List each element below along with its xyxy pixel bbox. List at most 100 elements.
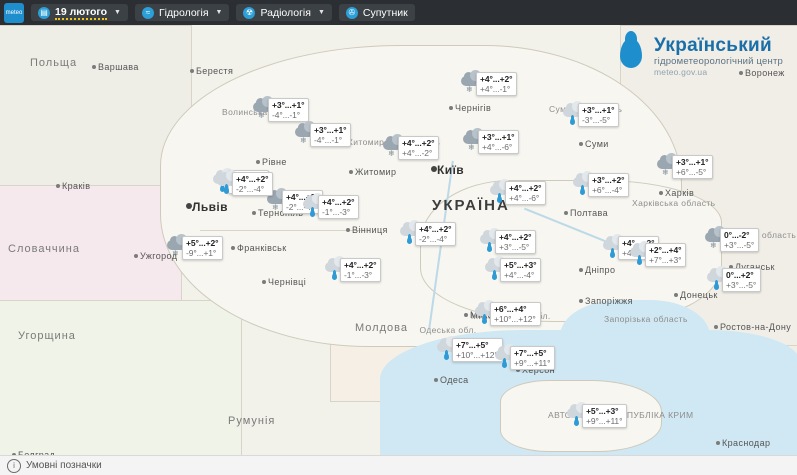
city-dot <box>186 203 192 209</box>
menu-label-radiology: Радіологія <box>260 6 311 19</box>
city-dot <box>714 325 718 329</box>
city-label: Краків <box>62 181 91 191</box>
forecast-callout[interactable]: +2°...+4° +7°...+3° <box>630 241 687 267</box>
meteo-logo[interactable]: meteo <box>4 2 24 23</box>
snow-cloud-icon: ❄ <box>461 70 483 94</box>
city-label: Луганськ <box>735 262 775 272</box>
country-label: Польща <box>30 57 78 69</box>
city-label: Берестя <box>196 66 234 76</box>
forecast-callout[interactable]: +5°...+3° +4°...-4° <box>485 256 542 282</box>
forecast-callout[interactable]: ❄ +3°...+1° +6°...-5° <box>657 153 714 179</box>
city-label: Херсон <box>522 365 555 375</box>
rain-cloud-icon <box>475 300 497 324</box>
forecast-callout[interactable]: +7°...+5° +10°...+12° <box>437 336 503 362</box>
forecast-callout[interactable]: ❄ +3°...+1° -4°...-1° <box>253 96 310 122</box>
forecast-day-temp: +5°...+3° <box>504 260 537 270</box>
forecast-box: +3°...+1° +6°...-5° <box>672 155 714 179</box>
city-dot <box>579 142 583 146</box>
forecast-callout[interactable]: ❄ +3°...+1° -4°...-1° <box>295 121 352 147</box>
forecast-box: +3°...+1° -4°...-1° <box>310 123 352 147</box>
forecast-box: +4°...+2° +4°...-2° <box>398 136 440 160</box>
forecast-callout[interactable]: +4°...+2°-2°...-4° <box>217 170 274 196</box>
forecast-day-temp: +3°...+1° <box>582 105 615 115</box>
forecast-callout[interactable]: +4°...+2° -1°...-3° <box>325 256 382 282</box>
forecast-night-temp: +9°...+11° <box>514 358 551 368</box>
forecast-day-temp: +5°...+3° <box>586 406 619 416</box>
city-label: Тернопіль <box>258 208 304 218</box>
forecast-box: +6°...+4° +10°...+12° <box>490 302 541 326</box>
city-label: Харків <box>665 188 695 198</box>
forecast-night-temp: +4°...-1° <box>480 84 511 94</box>
forecast-day-temp: +4°...+2° <box>419 224 452 234</box>
city-dot <box>516 368 520 372</box>
city-label: Вінниця <box>352 225 388 235</box>
forecast-day-temp: +7°...+5° <box>514 348 547 358</box>
date-selector[interactable]: ▤ 19 лютого ▼ <box>31 4 128 21</box>
city-label: Франківськ <box>237 243 287 253</box>
forecast-callout[interactable]: ❄ +5°...+2° -9°...+1° <box>167 234 224 260</box>
forecast-callout[interactable]: +3°...+1° -3°...-5° <box>563 101 620 127</box>
city-dot <box>716 441 720 445</box>
menu-item-hydrology[interactable]: ≈ Гідрологія ▼ <box>134 4 230 21</box>
city-label: Донецьк <box>680 290 718 300</box>
forecast-day-temp: +6°...+4° <box>494 304 527 314</box>
forecast-callout[interactable]: +4°...+2°-2°...-4° <box>400 220 457 246</box>
menu-item-radiology[interactable]: ☢ Радіологія ▼ <box>236 4 332 21</box>
legend-label: Умовні позначки <box>26 460 102 471</box>
forecast-callout[interactable]: +7°...+5° +9°...+11° <box>495 344 556 370</box>
city-label: Ростов-на-Дону <box>720 322 792 332</box>
city-label: Краснодар <box>722 438 771 448</box>
snow-cloud-icon: ❄ <box>463 128 485 152</box>
forecast-night-temp: -3°...-5° <box>582 115 611 125</box>
forecast-box: +7°...+5° +9°...+11° <box>510 346 556 370</box>
forecast-box: +3°...+1° -3°...-5° <box>578 103 620 127</box>
forecast-night-temp: +4°...-6° <box>482 142 513 152</box>
snow-cloud-icon: ❄ <box>295 121 317 145</box>
forecast-day-temp: +4°...+2° <box>402 138 435 148</box>
city-dot <box>190 69 194 73</box>
forecast-night-temp: +7°...+3° <box>649 255 682 265</box>
rain-cloud-icon <box>567 402 589 426</box>
forecast-callout[interactable]: +4°...+2° +3°...-5° <box>480 228 537 254</box>
forecast-day-temp: +7°...+5° <box>456 340 489 350</box>
forecast-night-temp: -4°...-1° <box>272 110 301 120</box>
rain-cloud-icon <box>217 170 239 194</box>
forecast-callout[interactable]: +4°...+2°+4°...-6° <box>490 179 547 205</box>
city-dot <box>431 166 437 172</box>
forecast-callout[interactable]: +4°...+2° -1°...-3° <box>303 193 360 219</box>
city-dot <box>674 293 678 297</box>
top-toolbar: meteo ▤ 19 лютого ▼ ≈ Гідрологія ▼ ☢ Рад… <box>0 0 797 25</box>
rain-cloud-icon <box>707 266 729 290</box>
forecast-callout[interactable]: ❄ 0°...-2° +3°...-5° <box>705 226 760 252</box>
city-label: Варшава <box>98 62 139 72</box>
chevron-down-icon: ▼ <box>215 9 223 16</box>
forecast-callout[interactable]: ❄ +4°...+2° +4°...-2° <box>383 134 440 160</box>
rain-cloud-icon <box>630 241 652 265</box>
forecast-night-temp: +4°...-2° <box>402 148 433 158</box>
rain-cloud-icon <box>437 336 459 360</box>
forecast-day-temp: +3°...+1° <box>482 132 515 142</box>
legend-bar[interactable]: i Умовні позначки <box>0 455 797 475</box>
city-dot <box>349 170 353 174</box>
forecast-callout[interactable]: +5°...+3° +9°...+11° <box>567 402 628 428</box>
city-label: Чернігів <box>455 103 492 113</box>
forecast-callout[interactable]: 0°...+2° +3°...-5° <box>707 266 762 292</box>
country-label: Словаччина <box>8 243 80 255</box>
snow-cloud-icon: ❄ <box>657 153 679 177</box>
oblast-label: Харківська область <box>632 198 716 208</box>
forecast-callout[interactable]: ❄ +4°...+2° +4°...-1° <box>461 70 518 96</box>
forecast-box: +2°...+4° +7°...+3° <box>645 243 687 267</box>
forecast-box: 0°...-2° +3°...-5° <box>720 228 760 252</box>
forecast-night-temp: +3°...-5° <box>726 280 757 290</box>
city-dot <box>56 184 60 188</box>
menu-item-satellite[interactable]: ✇ Супутник <box>338 4 415 21</box>
forecast-callout[interactable]: +6°...+4° +10°...+12° <box>475 300 541 326</box>
rain-cloud-icon <box>573 171 595 195</box>
forecast-box: +4°...+2° -1°...-3° <box>340 258 382 282</box>
oblast-label: Волинська область <box>222 107 305 117</box>
forecast-callout[interactable]: +3°...+2° +6°...-4° <box>573 171 630 197</box>
forecast-box: +7°...+5° +10°...+12° <box>452 338 503 362</box>
snow-cloud-icon: ❄ <box>267 188 289 212</box>
forecast-night-temp: -2°...-4° <box>419 234 448 244</box>
forecast-callout[interactable]: ❄ +3°...+1° +4°...-6° <box>463 128 520 154</box>
